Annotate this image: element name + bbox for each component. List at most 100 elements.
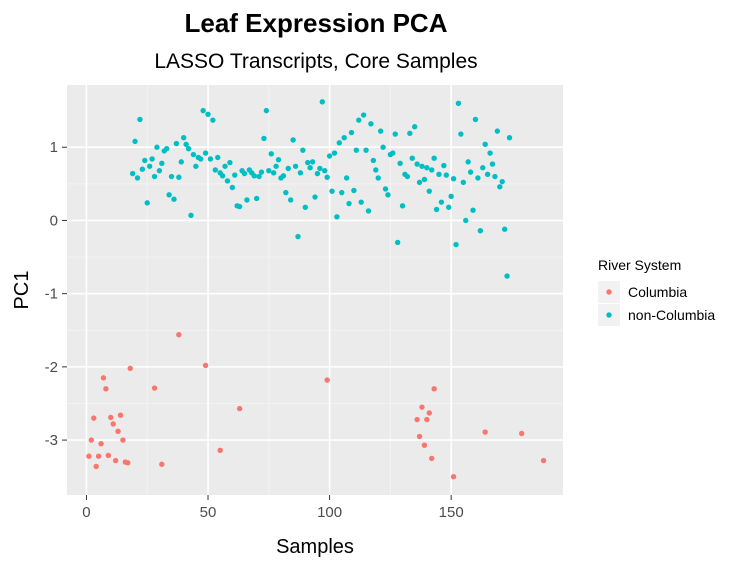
data-point: [236, 405, 243, 412]
data-point: [424, 165, 430, 171]
data-point: [253, 195, 260, 202]
data-point: [105, 452, 112, 459]
data-point: [173, 140, 180, 147]
data-point: [110, 421, 116, 427]
data-point: [146, 163, 153, 169]
data-point: [394, 239, 401, 246]
data-point: [497, 184, 503, 190]
data-point: [261, 135, 267, 142]
data-point: [202, 362, 209, 369]
x-tick-label: 0: [82, 504, 90, 521]
data-point: [212, 167, 219, 173]
x-axis-title: Samples: [276, 536, 354, 558]
data-point: [368, 121, 374, 127]
data-point: [224, 178, 231, 184]
data-point: [487, 150, 493, 156]
data-point: [171, 196, 177, 202]
data-point: [421, 442, 428, 448]
data-point: [373, 167, 379, 173]
x-tick-label: 150: [439, 504, 464, 521]
data-point: [273, 163, 279, 169]
data-point: [431, 386, 437, 392]
legend-label: Columbia: [628, 284, 687, 300]
x-tick-label: 100: [317, 504, 342, 521]
data-point: [326, 153, 333, 159]
data-point: [409, 155, 415, 161]
data-point: [411, 124, 418, 130]
data-point: [127, 365, 133, 372]
data-point: [219, 173, 226, 179]
data-point: [283, 189, 289, 196]
data-point: [482, 141, 488, 148]
data-point: [222, 163, 228, 169]
data-point: [477, 227, 484, 234]
data-point: [117, 412, 124, 418]
data-point: [142, 157, 148, 164]
data-point: [285, 165, 291, 172]
data-point: [324, 377, 330, 383]
data-point: [115, 428, 121, 435]
data-point: [450, 176, 457, 182]
data-point: [156, 167, 163, 174]
data-point: [421, 176, 428, 183]
data-point: [324, 174, 330, 180]
data-point: [419, 404, 425, 410]
data-point: [300, 147, 306, 153]
data-point: [93, 463, 99, 470]
data-point: [95, 453, 102, 459]
data-point: [139, 166, 146, 172]
data-point: [465, 159, 471, 165]
data-point: [377, 128, 384, 134]
legend-label: non-Columbia: [628, 307, 715, 323]
data-point: [329, 188, 335, 194]
data-point: [91, 415, 97, 421]
data-points: [86, 99, 547, 480]
legend-title: River System: [598, 257, 681, 273]
data-point: [419, 163, 425, 169]
data-point: [183, 141, 189, 148]
data-point: [348, 129, 355, 136]
data-point: [270, 170, 277, 176]
data-point: [227, 159, 233, 166]
data-point: [176, 174, 182, 180]
data-point: [120, 437, 126, 443]
data-point: [343, 175, 350, 181]
data-point: [205, 111, 211, 117]
data-point: [399, 203, 406, 209]
data-point: [429, 167, 435, 173]
data-point: [149, 156, 155, 162]
data-point: [297, 170, 304, 176]
data-point: [287, 197, 294, 203]
data-point: [163, 145, 170, 152]
data-point: [307, 165, 313, 171]
data-point: [210, 117, 216, 123]
data-point: [181, 135, 187, 141]
data-point: [103, 386, 109, 392]
data-point: [472, 116, 479, 123]
data-point: [414, 161, 420, 167]
data-point: [322, 167, 328, 174]
data-point: [334, 214, 340, 220]
data-point: [480, 165, 486, 171]
data-point: [314, 170, 321, 177]
data-point: [86, 453, 92, 459]
data-point: [168, 173, 175, 180]
data-point: [275, 156, 282, 163]
data-point: [336, 140, 343, 146]
data-point: [317, 165, 323, 172]
data-point: [458, 131, 464, 137]
y-tick-label: -2: [45, 359, 58, 376]
data-point: [268, 151, 274, 157]
data-point: [404, 173, 411, 180]
plot-panel: [67, 85, 563, 495]
data-point: [295, 233, 301, 240]
data-point: [176, 331, 182, 338]
data-point: [190, 151, 197, 158]
data-point: [312, 194, 318, 200]
data-point: [392, 131, 398, 137]
data-point: [339, 189, 345, 196]
data-point: [244, 197, 250, 203]
data-point: [540, 457, 547, 464]
data-point: [489, 161, 496, 167]
